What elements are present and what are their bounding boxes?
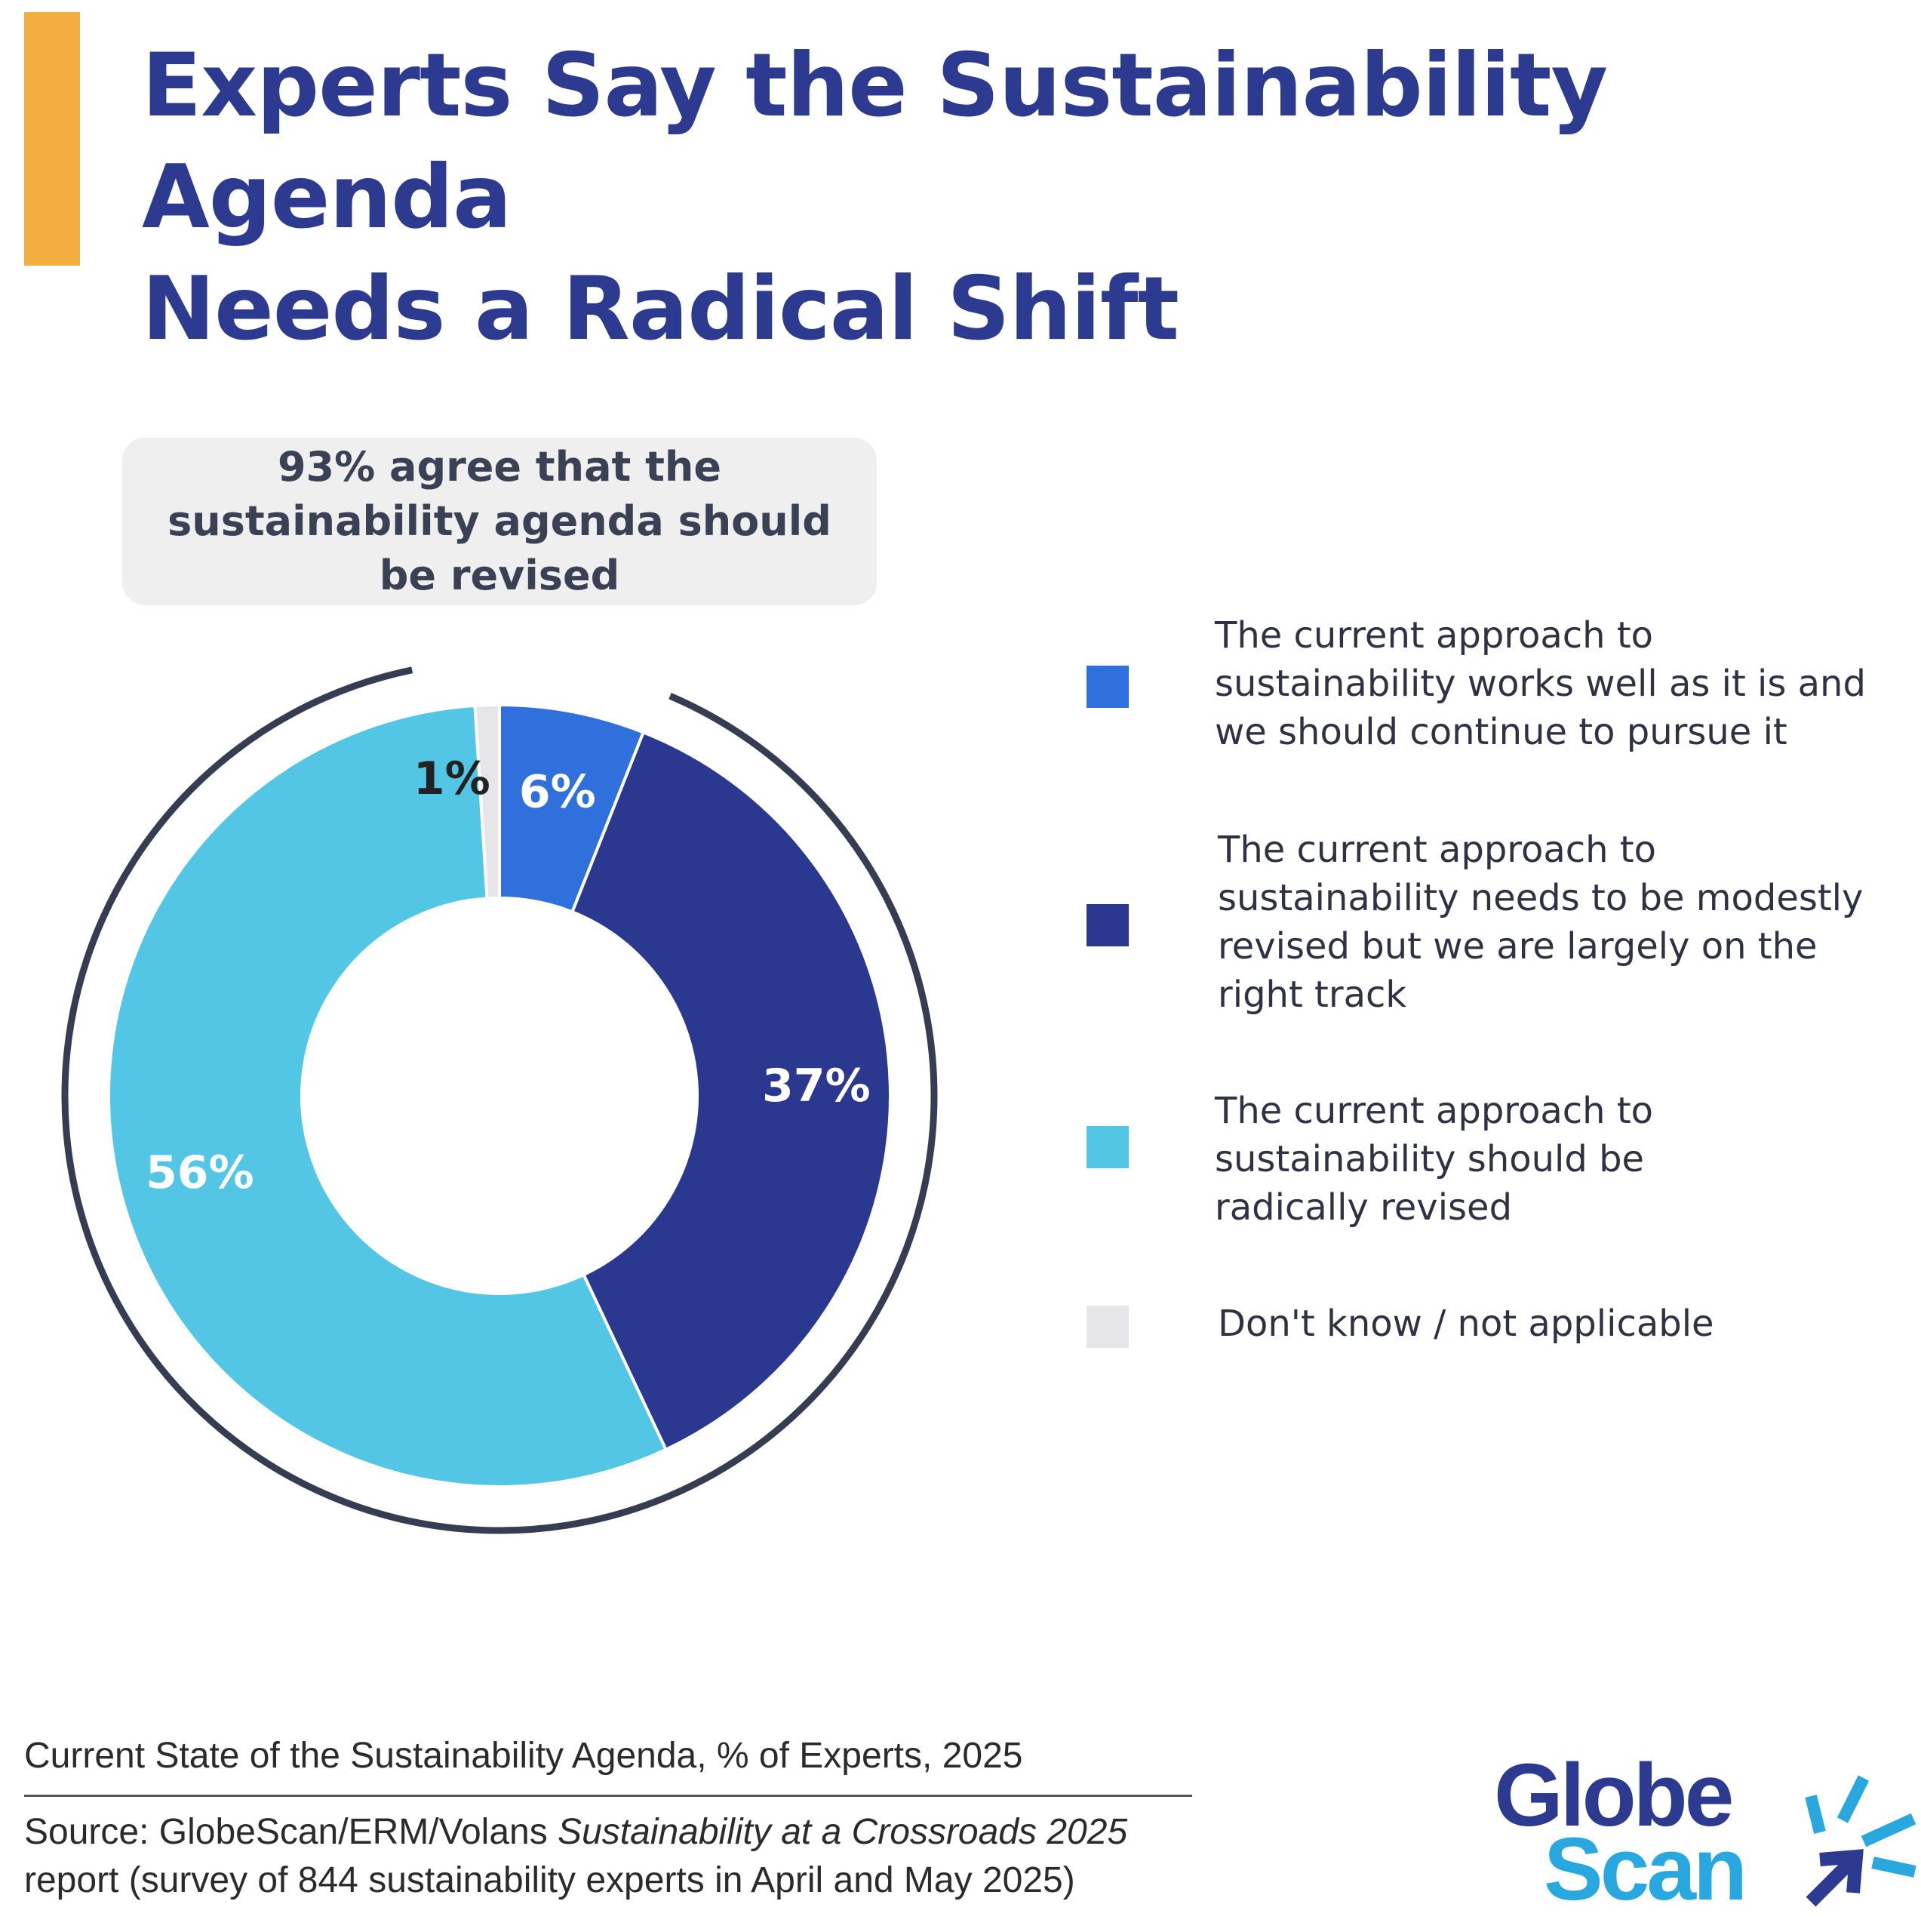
legend-swatch [1087,904,1129,946]
legend-label: Don't know / not applicable [1218,1300,1882,1348]
legend-text-line: radically revised [1215,1186,1513,1229]
legend-text-line: sustainability should be [1215,1138,1645,1180]
data-labels: 6% 37% 56% 1% [146,752,871,1199]
highlight-ring [61,666,938,1534]
donut-slice [107,703,669,1488]
legend-swatch [1087,1306,1129,1348]
legend-text-line: right track [1218,974,1407,1016]
source-prefix: Source: GlobeScan/ERM/Volans [24,1812,558,1852]
logo-text-globe: Globe [1494,1746,1734,1845]
legend-swatch [1087,666,1129,708]
legend-text-line: The current approach to [1215,1090,1654,1132]
legend-label: The current approach to sustainability s… [1215,1087,1879,1232]
footer-divider [24,1795,1192,1797]
slice-data-label: 37% [762,1060,871,1112]
legend-label: The current approach to sustainability n… [1218,826,1882,1019]
chart-subtitle: Current State of the Sustainability Agen… [24,1736,1023,1776]
legend-text-line: sustainability needs to be modestly [1218,877,1864,919]
slice-data-label: 1% [413,752,490,805]
legend-text-line: sustainability works well as it is and [1215,663,1866,705]
slice-data-label: 6% [519,765,596,818]
logo-text-scan: Scan [1544,1820,1747,1919]
source-report-title: Sustainability at a Crossroads 2025 [558,1812,1128,1852]
highlight-ring-arc [61,666,938,1534]
donut-slice [570,730,892,1452]
legend-text-line: we should continue to pursue it [1215,711,1787,753]
globescan-logo: Globe Scan [1494,1751,1916,1917]
title-line-2: Needs a Radical Shift [142,258,1179,360]
legend-text-line: revised but we are largely on the [1218,925,1818,968]
donut-slice [473,703,501,900]
legend-label: The current approach to sustainability w… [1215,611,1879,756]
donut-slices [107,703,892,1488]
page-title: Experts Say the Sustainability Agenda Ne… [142,30,1877,365]
callout-text: 93% agree that the sustainability agenda… [168,443,831,599]
legend-text-line: Don't know / not applicable [1218,1303,1714,1345]
callout-box: 93% agree that the sustainability agenda… [122,438,877,605]
slice-data-label: 56% [146,1146,254,1199]
legend-text-line: The current approach to [1218,829,1657,871]
source-note: Source: GlobeScan/ERM/Volans Sustainabil… [24,1808,1216,1905]
source-suffix: report (survey of 844 sustainability exp… [24,1860,1075,1900]
legend-text-line: The current approach to [1215,614,1654,657]
title-accent-bar [24,12,80,266]
legend-swatch [1087,1126,1129,1168]
title-line-1: Experts Say the Sustainability Agenda [142,35,1608,248]
logo-burst-icon [1805,1775,1916,1907]
donut-chart: 6% 37% 56% 1% [61,666,938,1534]
